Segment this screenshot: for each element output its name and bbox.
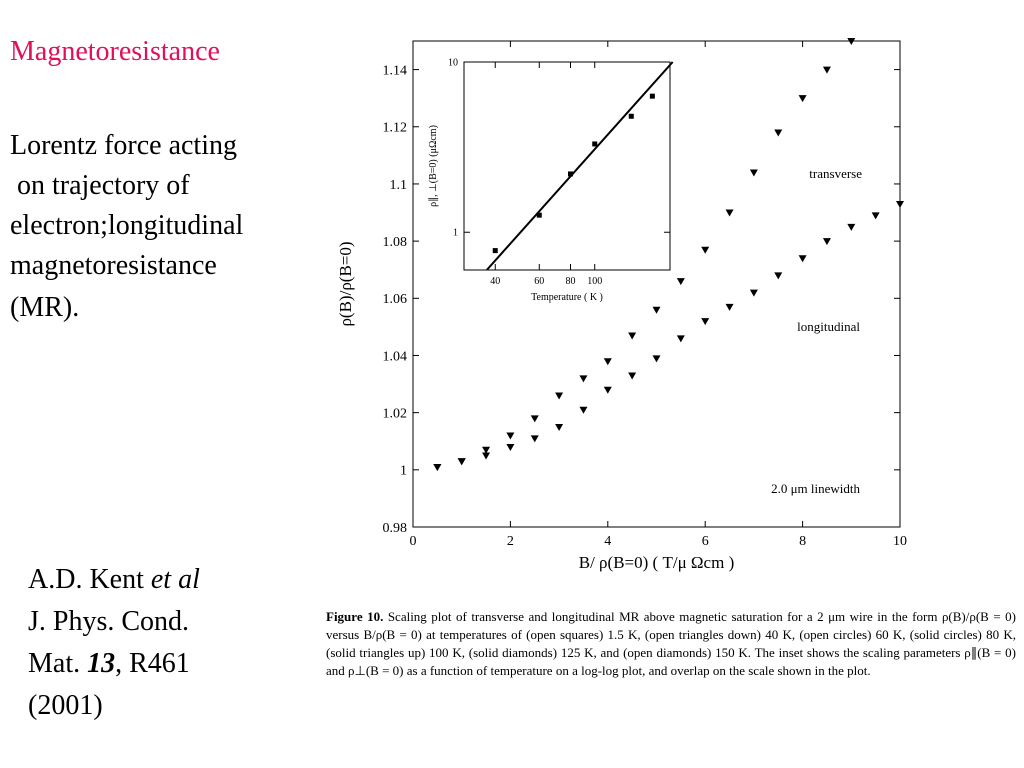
marker bbox=[579, 375, 588, 383]
marker bbox=[628, 113, 634, 119]
et-al: et al bbox=[150, 564, 200, 595]
journal: Mat. bbox=[28, 648, 88, 679]
body-line: magnetoresistance bbox=[10, 250, 217, 281]
pages: , R461 bbox=[115, 648, 190, 679]
x-tick-label: 0 bbox=[410, 534, 417, 549]
annotation: 2.0 μm linewidth bbox=[771, 481, 860, 496]
marker bbox=[433, 463, 442, 471]
y-tick-label: 1 bbox=[453, 228, 458, 239]
y-tick-label: 10 bbox=[448, 58, 458, 69]
y-tick-label: 1.14 bbox=[383, 63, 408, 78]
citation-line: (2001) bbox=[28, 690, 103, 721]
x-axis-label: Temperature ( K ) bbox=[531, 292, 603, 303]
marker bbox=[725, 209, 734, 217]
y-tick-label: 0.98 bbox=[383, 521, 408, 536]
y-axis-label: ρ(B)/ρ(B=0) bbox=[336, 241, 355, 326]
marker bbox=[628, 332, 637, 340]
series-label: transverse bbox=[809, 166, 862, 181]
plot-frame bbox=[463, 61, 671, 271]
figure: 0 2 4 6 8 10 0.98 1 1.02 1.04 1.06 1.08 1.1 1.12 1.14 B… bbox=[336, 38, 907, 572]
x-tick-label: 10 bbox=[893, 534, 907, 549]
marker bbox=[774, 129, 783, 137]
marker bbox=[896, 200, 904, 208]
marker bbox=[603, 358, 612, 366]
y-tick-label: 1.06 bbox=[383, 292, 408, 307]
fit-line bbox=[486, 61, 674, 271]
marker bbox=[871, 212, 880, 220]
series-label: longitudinal bbox=[797, 319, 860, 334]
marker bbox=[482, 452, 491, 460]
body-line: on trajectory of bbox=[10, 170, 190, 201]
marker bbox=[457, 458, 466, 466]
x-tick-label: 60 bbox=[534, 276, 544, 287]
marker bbox=[530, 435, 539, 443]
marker bbox=[492, 248, 498, 254]
y-tick-label: 1.02 bbox=[383, 407, 408, 422]
author: A.D. Kent bbox=[28, 564, 151, 595]
marker bbox=[847, 38, 856, 45]
y-tick-label: 1.04 bbox=[383, 349, 408, 364]
marker bbox=[652, 306, 661, 314]
y-axis-label: ρ∥, ⊥(B=0) (μΩcm) bbox=[428, 125, 439, 207]
x-tick-label: 80 bbox=[566, 276, 576, 287]
marker bbox=[603, 386, 612, 394]
marker bbox=[822, 66, 831, 74]
y-tick-label: 1 bbox=[400, 464, 407, 479]
slide-title: Magnetoresistance bbox=[10, 36, 220, 67]
caption-label: Figure 10. bbox=[326, 609, 384, 624]
marker bbox=[649, 93, 655, 99]
marker bbox=[847, 223, 856, 231]
body-line: Lorentz force acting bbox=[10, 130, 237, 161]
marker bbox=[568, 171, 574, 177]
marker bbox=[701, 318, 710, 326]
marker bbox=[506, 443, 515, 451]
caption-text: Scaling plot of transverse and longitudi… bbox=[326, 609, 1016, 678]
body-line: (MR). bbox=[10, 292, 80, 323]
citation-line: A.D. Kent et al bbox=[28, 564, 200, 596]
x-tick-label: 4 bbox=[604, 534, 611, 549]
x-tick-label: 100 bbox=[587, 276, 602, 287]
marker bbox=[592, 141, 598, 147]
marker bbox=[774, 272, 783, 280]
marker bbox=[701, 246, 710, 254]
marker bbox=[482, 446, 491, 454]
marker bbox=[749, 289, 758, 297]
citation-line: J. Phys. Cond. bbox=[28, 606, 190, 637]
figure-caption: Figure 10. Scaling plot of transverse an… bbox=[326, 608, 1016, 680]
marker bbox=[749, 169, 758, 177]
body-line: electron;longitudinal bbox=[10, 210, 244, 241]
x-tick-label: 6 bbox=[702, 534, 709, 549]
y-tick-label: 1.1 bbox=[390, 178, 408, 193]
marker bbox=[798, 95, 807, 103]
x-axis-label: B/ ρ(B=0) ( T/μ Ωcm ) bbox=[579, 553, 735, 572]
marker bbox=[506, 432, 515, 440]
marker bbox=[555, 392, 564, 400]
marker bbox=[676, 335, 685, 343]
x-tick-label: 2 bbox=[507, 534, 514, 549]
marker bbox=[628, 372, 637, 380]
marker bbox=[579, 406, 588, 414]
y-tick-label: 1.12 bbox=[383, 121, 408, 136]
plot-frame bbox=[412, 40, 901, 528]
marker bbox=[530, 415, 539, 423]
y-tick-label: 1.08 bbox=[383, 235, 408, 250]
volume: 13 bbox=[87, 648, 116, 679]
marker bbox=[536, 212, 542, 218]
x-tick-label: 8 bbox=[799, 534, 806, 549]
x-tick-label: 40 bbox=[490, 276, 500, 287]
marker bbox=[555, 423, 564, 431]
marker bbox=[798, 255, 807, 263]
citation-line: Mat. 13, R461 bbox=[28, 648, 190, 680]
marker bbox=[676, 278, 685, 286]
marker bbox=[652, 355, 661, 363]
marker bbox=[725, 303, 734, 311]
marker bbox=[822, 238, 831, 246]
